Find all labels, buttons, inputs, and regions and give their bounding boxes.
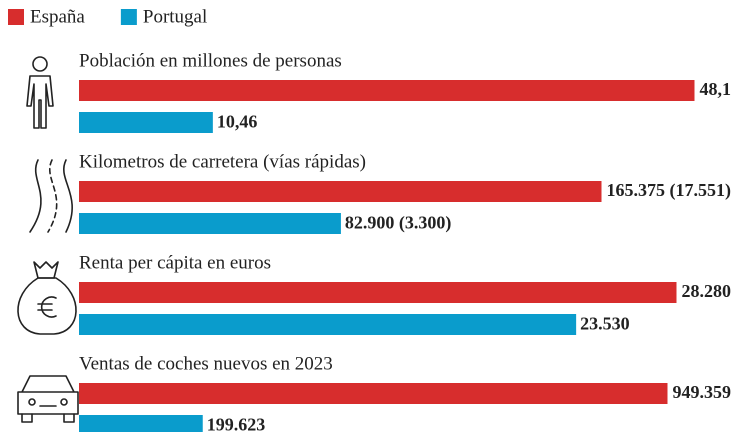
legend-swatch [8,9,24,25]
bar [79,415,203,432]
bar [79,213,341,234]
car-icon [17,375,79,423]
icons [17,56,79,423]
value-label: 10,46 [217,112,258,132]
legend-swatch [120,9,137,25]
group-title: Renta per cápita en euros [79,252,271,273]
legend-label: Portugal [143,6,207,27]
bar [79,112,213,133]
bar [79,181,602,202]
value-label: 949.359 [673,382,732,402]
value-label: 82.900 (3.300) [345,213,452,234]
group-title: Kilometros de carretera (vías rápidas) [79,151,366,172]
group-title: Ventas de coches nuevos en 2023 [79,353,333,374]
value-label: 23.530 [580,314,630,334]
person-icon [26,56,54,129]
bar [79,314,577,335]
value-label: 28.280 [682,281,732,301]
legend-label: España [30,6,85,27]
bar [79,383,668,404]
group-title: Población en millones de personas [79,50,342,71]
value-label: 199.623 [207,415,266,432]
bar [79,80,695,101]
value-label: 165.375 (17.551) [607,180,732,201]
money-bag-icon [17,261,77,335]
road-icon [29,159,73,233]
bar [79,282,677,303]
value-label: 48,1 [700,79,732,99]
